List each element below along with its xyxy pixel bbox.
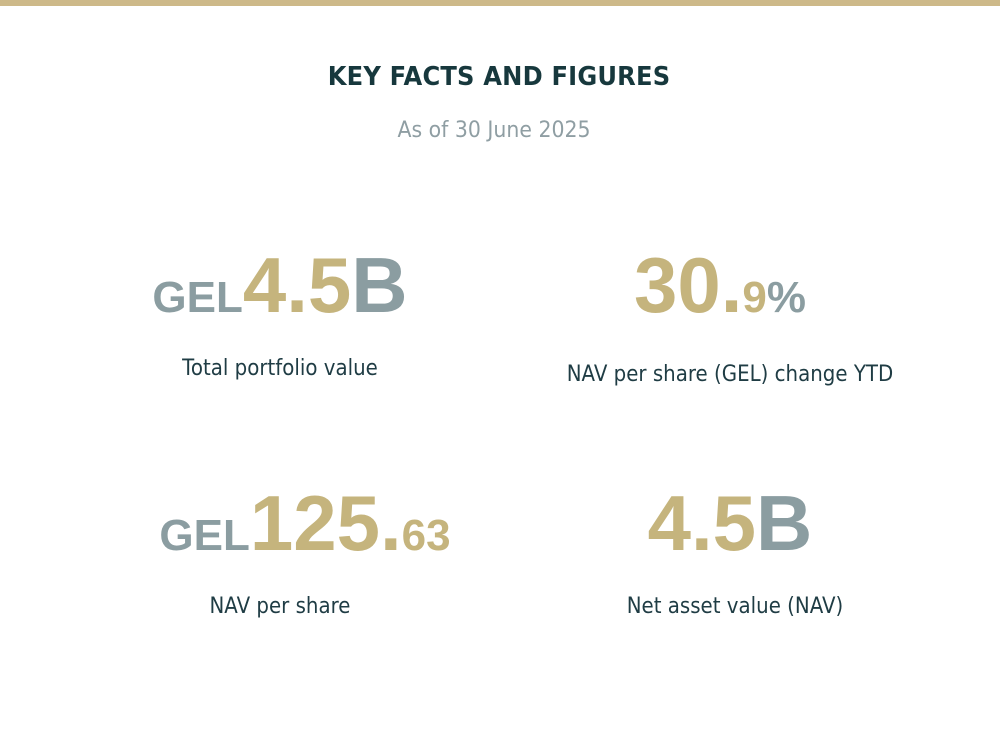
figure-suffix: % — [766, 273, 807, 322]
currency-prefix: GEL — [159, 511, 250, 560]
figure-nav-change-ytd: 30.9% — [560, 240, 880, 331]
figure-label-total-portfolio-value: Total portfolio value — [182, 356, 378, 381]
figure-label-nav-per-share: NAV per share — [209, 594, 351, 619]
figure-value: 4.5 — [242, 241, 352, 329]
figure-total-portfolio-value: GEL4.5B — [120, 240, 440, 331]
figure-value: 125. — [249, 479, 402, 567]
figure-decimal: 9 — [742, 273, 767, 322]
page-subtitle: As of 30 June 2025 — [397, 118, 591, 143]
figure-suffix: B — [756, 479, 813, 567]
figure-nav-per-share: GEL125.63 — [110, 478, 500, 569]
top-accent-bar — [0, 0, 1000, 6]
figure-label-net-asset-value: Net asset value (NAV) — [626, 594, 844, 619]
figure-net-asset-value: 4.5B — [570, 478, 890, 569]
figure-suffix: B — [351, 241, 408, 329]
figure-value: 30. — [633, 241, 743, 329]
figure-decimal: 63 — [401, 511, 451, 560]
figure-value: 4.5 — [647, 479, 757, 567]
figure-label-nav-change-ytd: NAV per share (GEL) change YTD — [566, 362, 894, 387]
page-title: KEY FACTS AND FIGURES — [327, 62, 671, 92]
currency-prefix: GEL — [152, 273, 243, 322]
